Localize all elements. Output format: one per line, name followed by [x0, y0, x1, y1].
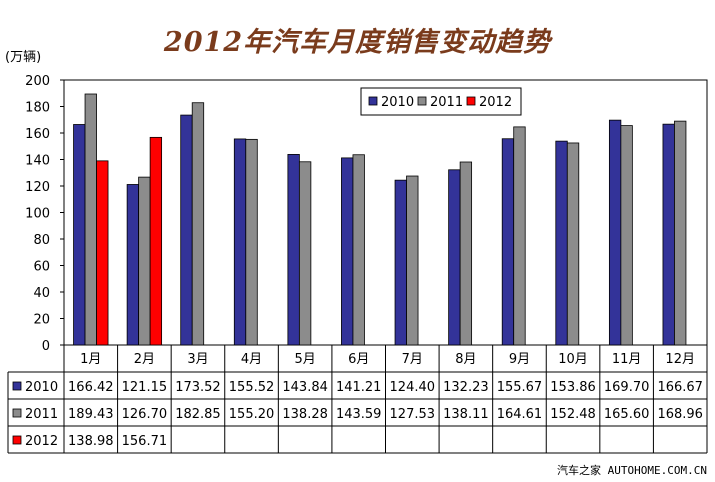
- data-label-2010-3: 173.52: [175, 380, 221, 395]
- table-swatch-2010: [12, 381, 22, 391]
- y-tick-label: 120: [25, 180, 50, 195]
- y-tick-label: 160: [25, 127, 50, 142]
- bar-2010-10: [555, 140, 568, 346]
- plot-area: [63, 79, 708, 346]
- y-tick-label: 140: [25, 154, 50, 169]
- legend-swatch-2011: [417, 96, 427, 106]
- y-axis-label: (万辆): [5, 50, 41, 65]
- data-label-2010-2: 121.15: [122, 380, 168, 395]
- bar-2010-8: [448, 169, 461, 346]
- x-tick-label: 2月: [134, 352, 155, 367]
- table-series-label-2011: 2011: [25, 407, 58, 422]
- data-label-2011-11: 165.60: [604, 407, 650, 422]
- table-series-label-2012: 2012: [25, 434, 58, 449]
- bar-2010-9: [501, 138, 515, 346]
- bar-2011-7: [406, 175, 419, 346]
- data-label-2010-5: 143.84: [282, 380, 328, 395]
- y-tick-label: 200: [25, 74, 50, 89]
- x-tick-label: 1月: [80, 352, 101, 367]
- bar-2010-1: [73, 124, 86, 346]
- bar-2010-2: [126, 184, 140, 346]
- data-label-2011-4: 155.20: [229, 407, 275, 422]
- data-label-2010-11: 169.70: [604, 380, 650, 395]
- bar-2011-6: [352, 154, 365, 346]
- data-label-2010-1: 166.42: [68, 380, 114, 395]
- data-label-2011-1: 189.43: [68, 407, 114, 422]
- legend-label-2012: 2012: [479, 95, 512, 110]
- bar-2011-9: [513, 126, 526, 346]
- bar-2011-11: [620, 125, 633, 346]
- data-label-2011-5: 138.28: [282, 407, 328, 422]
- bar-2010-5: [287, 154, 300, 346]
- x-tick-label: 11月: [612, 352, 642, 367]
- table-swatch-2012: [12, 435, 22, 445]
- data-label-2012-1: 138.98: [68, 434, 114, 449]
- legend-label-2011: 2011: [430, 95, 463, 110]
- x-tick-label: 10月: [558, 352, 588, 367]
- data-label-2010-9: 155.67: [497, 380, 543, 395]
- data-label-2012-2: 156.71: [122, 434, 168, 449]
- bar-2010-6: [341, 157, 354, 346]
- y-tick-label: 80: [33, 233, 50, 248]
- bar-2010-7: [394, 179, 407, 346]
- x-tick-label: 12月: [665, 352, 695, 367]
- y-tick-label: 180: [25, 101, 50, 116]
- data-label-2011-3: 182.85: [175, 407, 221, 422]
- data-label-2010-10: 153.86: [550, 380, 596, 395]
- x-tick-label: 6月: [348, 352, 369, 367]
- data-label-2011-9: 164.61: [497, 407, 543, 422]
- data-label-2010-6: 141.21: [336, 380, 382, 395]
- data-label-2010-12: 166.67: [657, 380, 703, 395]
- data-label-2011-6: 143.59: [336, 407, 382, 422]
- bar-2011-5: [298, 161, 312, 346]
- x-tick-label: 5月: [294, 352, 315, 367]
- x-tick-label: 3月: [187, 352, 208, 367]
- bar-2010-11: [608, 119, 622, 346]
- bar-2011-2: [138, 176, 151, 346]
- bar-2010-12: [662, 123, 675, 346]
- x-tick-label: 9月: [509, 352, 530, 367]
- bar-2011-12: [674, 120, 687, 346]
- bar-2011-8: [459, 161, 473, 346]
- data-label-2010-7: 124.40: [390, 380, 436, 395]
- bar-2010-4: [233, 138, 247, 346]
- bar-2011-4: [245, 138, 258, 346]
- table-swatch-2011: [12, 408, 22, 418]
- data-label-2010-8: 132.23: [443, 380, 489, 395]
- x-tick-label: 8月: [455, 352, 476, 367]
- data-label-2011-12: 168.96: [657, 407, 703, 422]
- y-tick-label: 20: [33, 313, 50, 328]
- legend-swatch-2010: [368, 96, 378, 106]
- data-label-2011-7: 127.53: [390, 407, 436, 422]
- y-tick-label: 60: [33, 260, 50, 275]
- x-tick-label: 7月: [402, 352, 423, 367]
- data-label-2011-2: 126.70: [122, 407, 168, 422]
- legend-label-2010: 2010: [381, 95, 414, 110]
- bar-2012-1: [96, 160, 109, 346]
- data-label-2010-4: 155.52: [229, 380, 275, 395]
- y-tick-label: 40: [33, 286, 50, 301]
- legend-swatch-2012: [466, 96, 476, 106]
- bar-2011-10: [566, 142, 580, 346]
- bar-2011-3: [191, 102, 205, 346]
- bar-2010-3: [180, 114, 193, 346]
- bar-2012-2: [149, 136, 163, 346]
- bar-2011-1: [84, 93, 97, 346]
- data-label-2011-10: 152.48: [550, 407, 596, 422]
- x-tick-label: 4月: [241, 352, 262, 367]
- y-tick-label: 0: [42, 339, 50, 354]
- watermark: 汽车之家 AUTOHOME.COM.CN: [557, 464, 707, 477]
- y-tick-label: 100: [25, 207, 50, 222]
- legend: [360, 87, 522, 116]
- chart-title: 2012年汽车月度销售变动趋势: [163, 27, 552, 58]
- data-label-2011-8: 138.11: [443, 407, 489, 422]
- table-series-label-2010: 2010: [25, 380, 58, 395]
